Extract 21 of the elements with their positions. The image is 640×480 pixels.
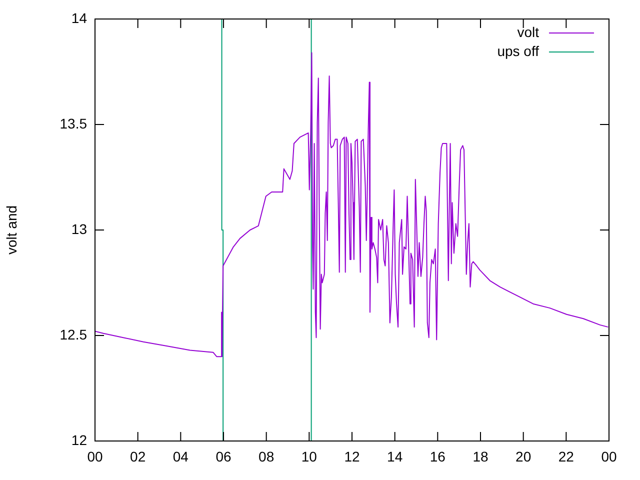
x-tick-label: 20 — [516, 448, 532, 464]
x-tick-label: 22 — [558, 448, 574, 464]
x-tick-label: 04 — [172, 448, 189, 464]
x-tick-label: 12 — [344, 448, 360, 464]
x-tick-label: 14 — [387, 448, 403, 464]
y-tick-label: 14 — [71, 10, 88, 26]
x-tick-label: 18 — [472, 448, 488, 464]
x-tick-label: 08 — [258, 448, 274, 464]
x-tick-label: 10 — [301, 448, 318, 464]
y-tick-label: 13.5 — [60, 115, 88, 132]
x-tick-label: 06 — [216, 448, 232, 464]
x-tick-label: 02 — [130, 448, 146, 464]
y-tick-label: 13 — [71, 220, 88, 237]
x-tick-label: 00 — [601, 448, 617, 464]
y-axis-title: volt and — [3, 205, 20, 255]
y-tick-label: 12.5 — [60, 326, 88, 342]
legend-label: volt — [517, 24, 540, 40]
x-tick-label: 00 — [87, 448, 103, 464]
x-tick-label: 16 — [430, 448, 446, 464]
y-tick-label: 12 — [71, 432, 88, 448]
legend-label: ups off — [497, 42, 540, 59]
